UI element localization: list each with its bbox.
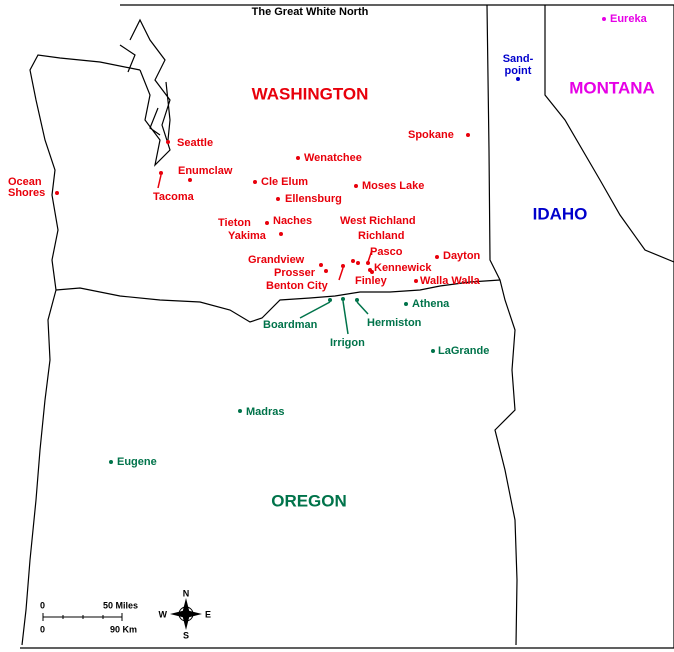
state-label: WASHINGTON (252, 84, 369, 103)
city: Yakima (228, 230, 267, 242)
city: Eugene (117, 456, 157, 468)
city: Moses Lake (362, 180, 424, 192)
city: Spokane (408, 129, 454, 141)
map-title: The Great White North (252, 6, 369, 18)
city: Boardman (263, 319, 318, 331)
city: LaGrande (438, 345, 489, 357)
state-label: IDAHO (533, 204, 588, 223)
city: Tacoma (153, 191, 195, 203)
city: Prosser (274, 267, 316, 279)
city: Athena (412, 298, 450, 310)
city: Pasco (370, 246, 403, 258)
city: West Richland (340, 215, 416, 227)
scale-bar: 0 50 Miles 0 90 Km (40, 600, 138, 634)
scale-label: 0 (40, 600, 45, 610)
city: Eureka (610, 13, 648, 25)
scale-label: 0 (40, 624, 45, 634)
oregon-cities: Athena Hermiston Irrigon Boardman LaGran… (109, 297, 489, 468)
city: Benton City (266, 280, 329, 292)
city: Naches (273, 215, 312, 227)
outlines (20, 4, 674, 649)
city: Dayton (443, 250, 481, 262)
scale-label: 50 Miles (103, 600, 138, 610)
compass: N E S W (159, 588, 212, 640)
city: Cle Elum (261, 176, 308, 188)
city: Sand-point (503, 53, 534, 77)
city: Hermiston (367, 317, 422, 329)
compass-label: N (183, 588, 190, 598)
city: Grandview (248, 254, 305, 266)
city: Walla Walla (420, 275, 481, 287)
city: Kennewick (374, 262, 432, 274)
idaho-cities: Sand-point (503, 53, 534, 81)
scale-label: 90 Km (110, 624, 137, 634)
city: Irrigon (330, 337, 365, 349)
montana-cities: Eureka (602, 13, 648, 25)
compass-label: E (205, 609, 211, 619)
city: Enumclaw (178, 165, 233, 177)
city: Richland (358, 230, 404, 242)
compass-label: S (183, 630, 189, 640)
compass-label: W (159, 609, 168, 619)
city: Madras (246, 406, 285, 418)
city: Wenatchee (304, 152, 362, 164)
washington-cities: Seattle Enumclaw Tacoma Ocean Shores Cle … (8, 129, 481, 292)
state-label: MONTANA (569, 78, 655, 97)
city: Ellensburg (285, 193, 342, 205)
city: Seattle (177, 137, 213, 149)
city: Ocean Shores (8, 176, 45, 199)
state-label: OREGON (271, 491, 347, 510)
city: Tieton (218, 217, 251, 229)
city: Finley (355, 275, 388, 287)
